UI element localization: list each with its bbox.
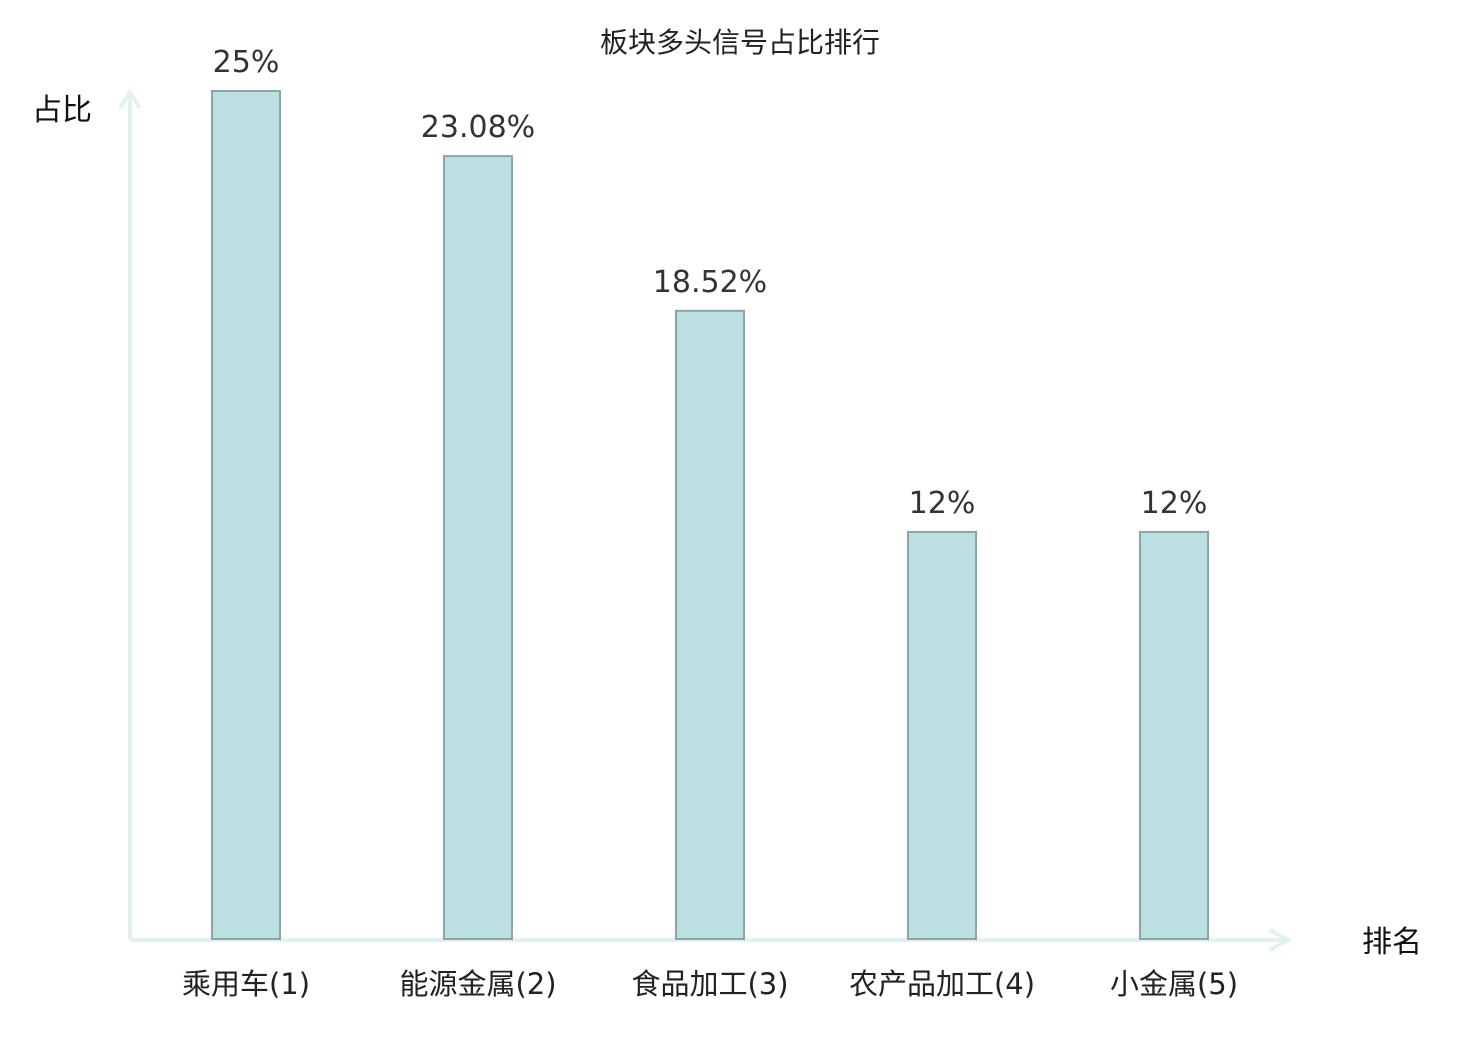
bar: [211, 90, 281, 940]
bar-value-label: 18.52%: [653, 265, 767, 300]
bar: [443, 155, 513, 940]
bar-value-label: 25%: [213, 45, 280, 80]
bars-group: [211, 90, 1209, 941]
category-label: 农产品加工(4): [849, 967, 1035, 1001]
x-axis-arrow: [1269, 928, 1293, 952]
value-labels-group: 25% 23.08% 18.52% 12% 12%: [213, 45, 1208, 521]
bar: [907, 530, 977, 941]
category-label: 乘用车(1): [182, 967, 310, 1001]
bar-value-label: 12%: [909, 486, 976, 521]
bar-value-label: 12%: [1141, 486, 1208, 521]
category-labels-group: 乘用车(1) 能源金属(2) 食品加工(3) 农产品加工(4) 小金属(5): [182, 967, 1238, 1001]
chart-title: 板块多头信号占比排行: [600, 26, 880, 59]
category-label: 食品加工(3): [631, 967, 788, 1001]
y-axis-arrow: [118, 88, 142, 110]
y-axis-label: 占比: [32, 93, 92, 128]
bar: [675, 309, 745, 941]
bar: [1139, 530, 1209, 941]
x-axis-label: 排名: [1362, 925, 1422, 960]
category-label: 小金属(5): [1110, 967, 1238, 1001]
category-label: 能源金属(2): [399, 967, 556, 1001]
bar-value-label: 23.08%: [421, 110, 535, 145]
